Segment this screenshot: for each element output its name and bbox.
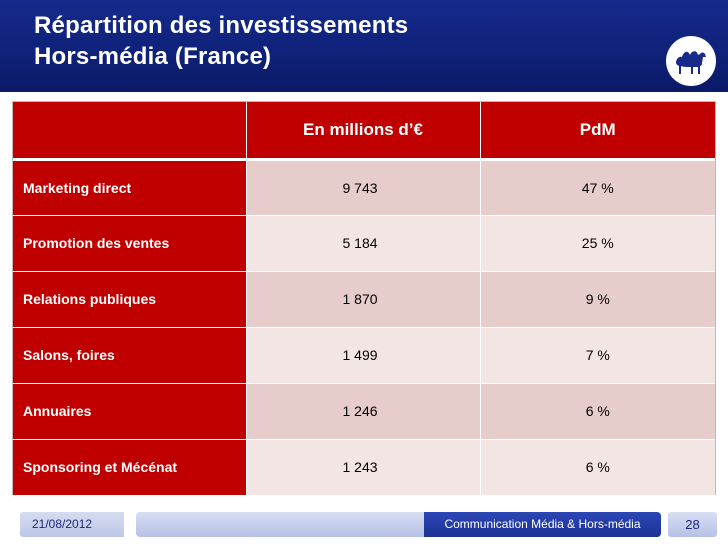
title-line-2: Hors-média (France): [34, 43, 272, 70]
table-header-row: En millions d’€ PdM: [13, 102, 715, 161]
row-pdm: 25 %: [479, 215, 715, 272]
header-label-cell: [13, 102, 246, 161]
camel-icon: [676, 51, 706, 74]
table-row: Annuaires 1 246 6 %: [13, 383, 715, 440]
table-row: Promotion des ventes 5 184 25 %: [13, 215, 715, 272]
row-pdm: 7 %: [479, 327, 715, 384]
title-line-1: Répartition des investissements: [34, 12, 409, 39]
header-pdm-cell: PdM: [479, 102, 715, 161]
row-value: 1 246: [245, 383, 480, 440]
row-value: 1 499: [245, 327, 480, 384]
footer-date: 21/08/2012: [20, 512, 124, 537]
investment-table-grid: En millions d’€ PdM Marketing direct 9 7…: [13, 102, 715, 496]
table-row: Sponsoring et Mécénat 1 243 6 %: [13, 439, 715, 496]
table-row: Relations publiques 1 870 9 %: [13, 271, 715, 328]
slide-title: Répartition des investissements Hors-méd…: [34, 10, 408, 72]
investment-table: En millions d’€ PdM Marketing direct 9 7…: [12, 101, 716, 496]
row-value: 1 870: [245, 271, 480, 328]
footer-bar: Communication Média & Hors-média: [136, 512, 661, 537]
slide-header: Répartition des investissements Hors-méd…: [0, 0, 728, 92]
camel-logo: [666, 36, 716, 86]
row-label: Promotion des ventes: [13, 215, 246, 272]
row-label: Salons, foires: [13, 327, 246, 384]
footer-page-number: 28: [668, 512, 717, 537]
row-label: Annuaires: [13, 383, 246, 440]
row-label: Marketing direct: [13, 159, 246, 216]
row-label: Relations publiques: [13, 271, 246, 328]
row-label: Sponsoring et Mécénat: [13, 439, 246, 496]
row-pdm: 6 %: [479, 439, 715, 496]
table-row: Salons, foires 1 499 7 %: [13, 327, 715, 384]
row-value: 9 743: [245, 159, 480, 216]
row-pdm: 9 %: [479, 271, 715, 328]
row-pdm: 47 %: [479, 159, 715, 216]
slide-footer: 21/08/2012 Communication Média & Hors-mé…: [20, 512, 717, 537]
footer-presentation-title: Communication Média & Hors-média: [424, 512, 661, 537]
row-pdm: 6 %: [479, 383, 715, 440]
table-row: Marketing direct 9 743 47 %: [13, 159, 715, 216]
row-value: 1 243: [245, 439, 480, 496]
header-value-cell: En millions d’€: [245, 102, 480, 161]
row-value: 5 184: [245, 215, 480, 272]
